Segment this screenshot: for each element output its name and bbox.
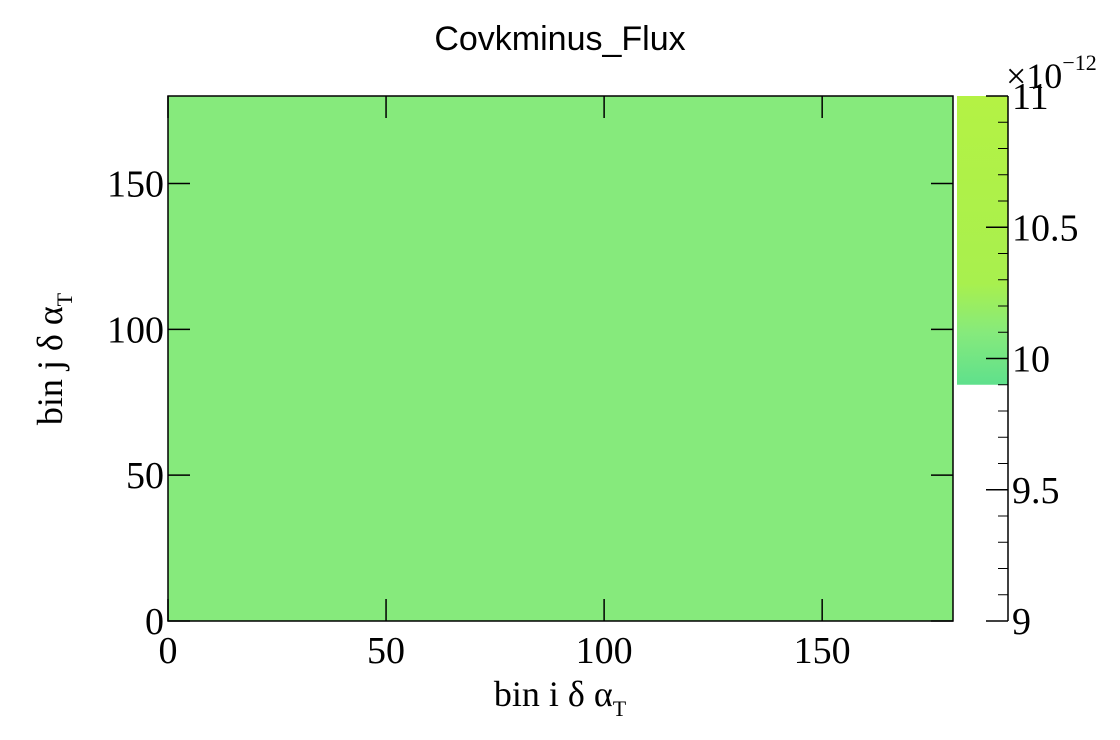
y-axis: 0 50 100 150 (107, 164, 953, 643)
x-axis: 0 50 100 150 (159, 96, 851, 672)
plot-frame (167, 95, 954, 622)
x-tick-label: 0 (159, 630, 178, 672)
y-tick-label: 0 (145, 601, 164, 643)
y-tick-label: 150 (107, 164, 164, 206)
colorbar-axis: 9 9.5 10 10.5 11 (986, 76, 1079, 643)
colorbar-tick-label: 11 (1012, 76, 1049, 118)
y-axis-label: bin j δ αT (30, 292, 77, 425)
chart-title: Covkminus_Flux (434, 20, 685, 58)
x-axis-label: bin i δ αT (494, 674, 627, 721)
heatmap-cell (168, 96, 953, 621)
y-tick-label: 50 (126, 455, 164, 497)
y-tick-label: 100 (107, 309, 164, 351)
x-tick-label: 100 (576, 630, 633, 672)
colorbar-tick-label: 10.5 (1012, 207, 1079, 249)
colorbar-multiplier: ×10−12 (1006, 50, 1097, 96)
colorbar-tick-label: 9 (1012, 601, 1031, 643)
x-tick-label: 50 (367, 630, 405, 672)
colorbar-tick-label: 10 (1012, 339, 1050, 381)
colorbar-tick-label: 9.5 (1012, 470, 1060, 512)
colorbar (957, 96, 1008, 385)
x-tick-label: 150 (794, 630, 851, 672)
